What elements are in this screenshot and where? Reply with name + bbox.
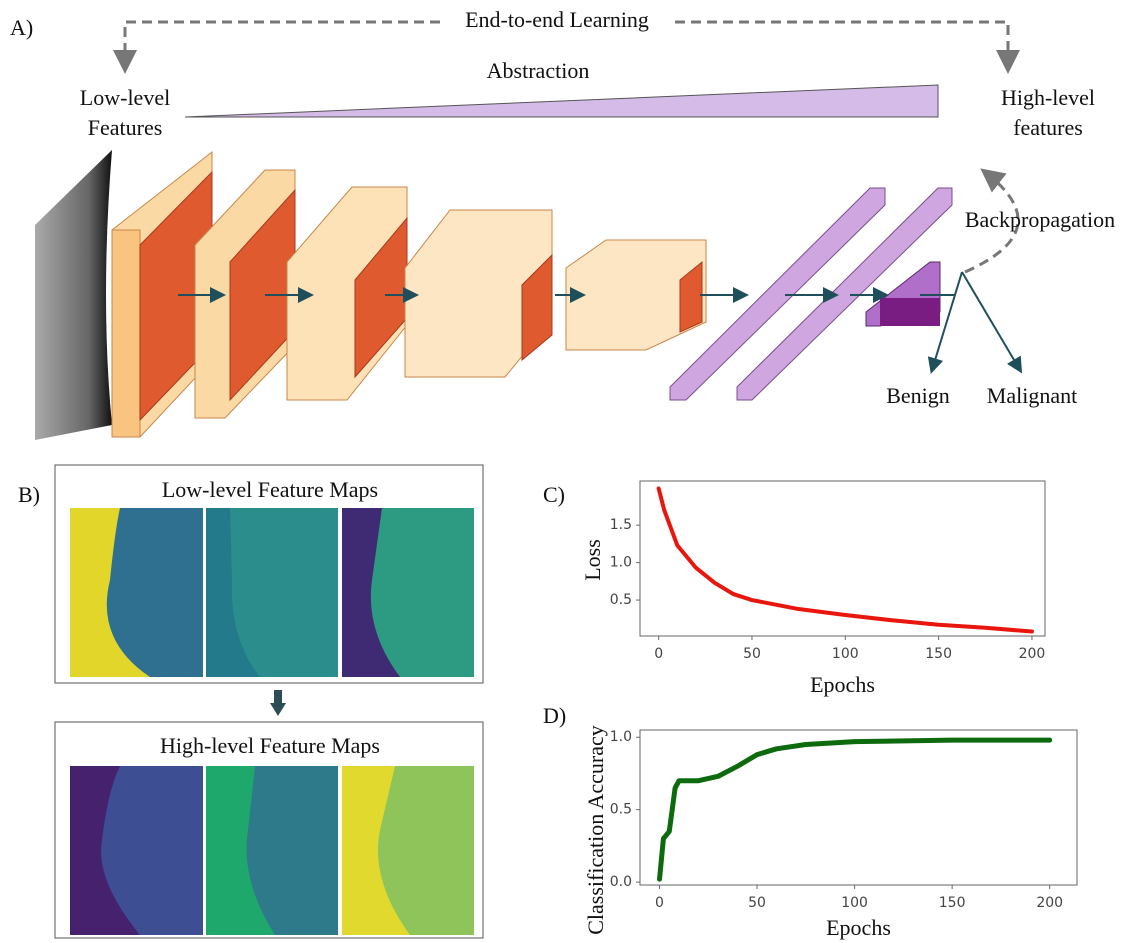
x-tick-label: 0: [654, 646, 663, 662]
low-level: Features: [88, 115, 163, 140]
x-tick-label: 150: [939, 895, 966, 911]
x-tick-label: 50: [748, 895, 766, 911]
y-axis-label: Classification Accuracy: [583, 725, 608, 935]
feature-maps: [70, 766, 474, 935]
abstraction-wedge: [185, 85, 938, 117]
output-label: Malignant: [987, 383, 1077, 408]
feature-maps: [70, 508, 474, 716]
data-line: [660, 740, 1050, 879]
x-tick-label: 50: [743, 646, 761, 662]
x-axis-label: Epochs: [826, 915, 891, 940]
data-line: [659, 488, 1032, 631]
y-tick-label: 0.5: [610, 592, 632, 608]
x-tick-label: 150: [925, 646, 952, 662]
y-tick-label: 1.0: [610, 555, 632, 571]
x-tick-label: 200: [1036, 895, 1063, 911]
panel-label: D): [543, 703, 566, 728]
x-tick-label: 100: [832, 646, 859, 662]
mammogram: [35, 150, 112, 440]
plot-frame: [640, 730, 1077, 885]
map-title: High-level Feature Maps: [160, 733, 380, 758]
panel-label: C): [543, 482, 565, 507]
map-title: Low-level Feature Maps: [162, 477, 378, 502]
y-tick-label: 1.0: [610, 729, 632, 745]
output-label: Benign: [886, 383, 950, 408]
backprop: Backpropagation: [965, 207, 1115, 232]
y-axis-label: Loss: [580, 539, 605, 581]
panel-label: A): [10, 15, 33, 40]
x-tick-label: 0: [655, 895, 664, 911]
y-tick-label: 0.0: [610, 874, 632, 890]
x-tick-label: 200: [1019, 646, 1046, 662]
abstraction: Abstraction: [487, 58, 590, 83]
y-tick-label: 0.5: [610, 802, 632, 818]
figure: A) End-to-end Learning Abstraction Low-l…: [0, 0, 1143, 943]
high-level: features: [1013, 115, 1083, 140]
high-level: High-level: [1001, 85, 1095, 110]
panel-label: B): [18, 482, 40, 507]
low-level: Low-level: [80, 85, 170, 110]
x-tick-label: 100: [841, 895, 868, 911]
x-axis-label: Epochs: [810, 672, 875, 697]
top-label: End-to-end Learning: [465, 7, 649, 32]
y-tick-label: 1.5: [610, 517, 632, 533]
